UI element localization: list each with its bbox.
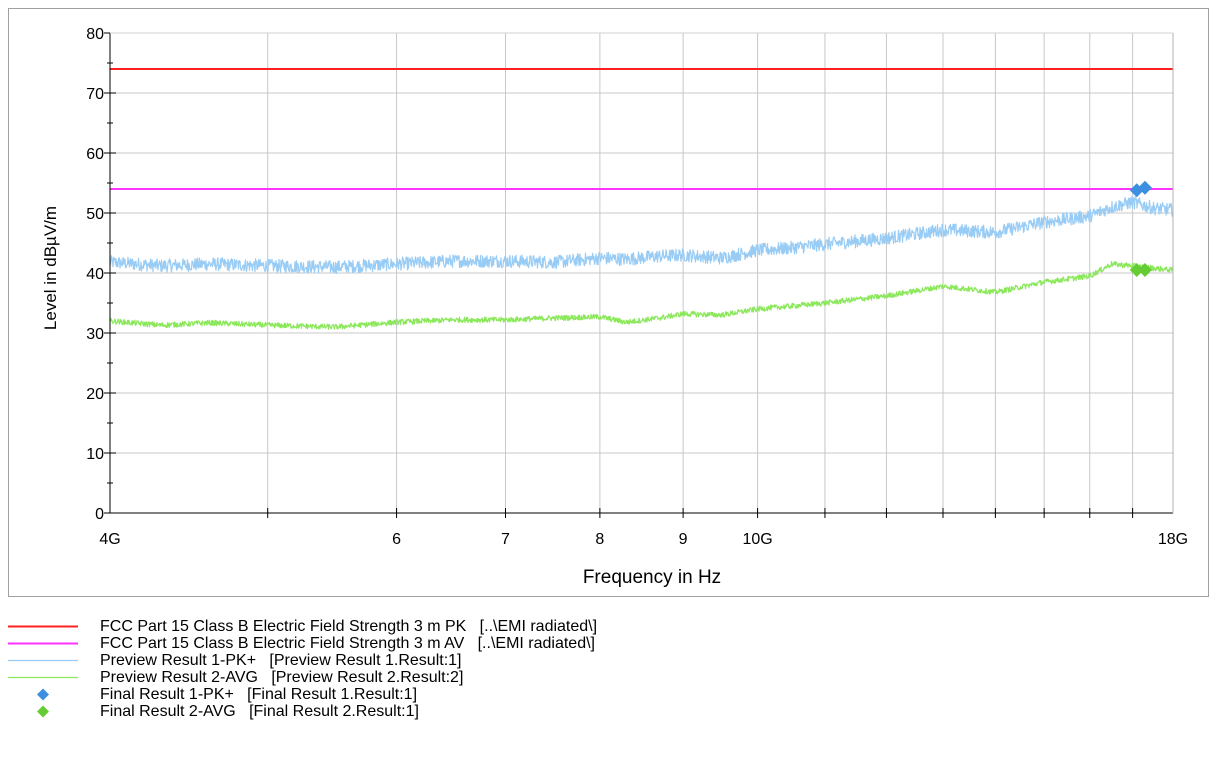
y-tick-label: 70 xyxy=(86,86,104,103)
legend-label: Final Result 2-AVG [Final Result 2.Resul… xyxy=(100,703,419,720)
x-tick-label: 18G xyxy=(1158,531,1188,548)
y-tick-label: 10 xyxy=(86,446,104,463)
legend-item: FCC Part 15 Class B Electric Field Stren… xyxy=(0,635,900,652)
legend-item: Preview Result 1-PK+ [Preview Result 1.R… xyxy=(0,652,900,669)
legend-item: Final Result 1-PK+ [Final Result 1.Resul… xyxy=(0,686,900,703)
result-marker xyxy=(1129,263,1144,277)
legend-item: Final Result 2-AVG [Final Result 2.Resul… xyxy=(0,703,900,720)
legend-label: Preview Result 1-PK+ [Preview Result 1.R… xyxy=(100,652,462,669)
x-tick-label: 8 xyxy=(595,531,604,548)
line-swatch-icon xyxy=(8,618,78,635)
axes: 0 10 20 30 40 50 60 70 80 4G 6 7 8 9 10G 18G xyxy=(86,26,1188,548)
x-axis-label: Frequency in Hz xyxy=(583,567,721,588)
trace-line xyxy=(109,261,1174,330)
x-tick-label: 4G xyxy=(99,531,120,548)
diamond-marker-icon xyxy=(8,686,78,703)
line-swatch-icon xyxy=(8,652,78,669)
y-tick-label: 50 xyxy=(86,206,104,223)
result-marker xyxy=(1137,180,1152,195)
legend-label: Preview Result 2-AVG [Preview Result 2.R… xyxy=(100,669,464,686)
y-tick-label: 20 xyxy=(86,386,104,403)
x-tick-label: 7 xyxy=(501,531,510,548)
line-swatch-icon xyxy=(8,635,78,652)
grid xyxy=(110,33,1173,513)
line-swatch-icon xyxy=(8,669,78,686)
legend-label: FCC Part 15 Class B Electric Field Stren… xyxy=(100,635,595,652)
y-tick-label: 0 xyxy=(95,506,104,523)
trace-line xyxy=(109,195,1174,274)
legend-item: FCC Part 15 Class B Electric Field Stren… xyxy=(0,618,900,635)
result-marker xyxy=(1137,263,1152,277)
y-tick-label: 30 xyxy=(86,326,104,343)
x-tick-label: 6 xyxy=(392,531,401,548)
y-tick-label: 40 xyxy=(86,266,104,283)
legend-label: Final Result 1-PK+ [Final Result 1.Resul… xyxy=(100,686,418,703)
x-tick-label: 9 xyxy=(679,531,688,548)
series-layer xyxy=(109,68,1174,330)
legend-label: FCC Part 15 Class B Electric Field Stren… xyxy=(100,618,598,635)
y-tick-label: 60 xyxy=(86,146,104,163)
x-tick-label: 10G xyxy=(742,531,772,548)
diamond-marker-icon xyxy=(8,703,78,720)
emi-chart: 0 10 20 30 40 50 60 70 80 4G 6 7 8 9 10G 18G Frequency … xyxy=(41,26,1188,588)
y-axis-label: Level in dBµV/m xyxy=(41,206,60,330)
legend-item: Preview Result 2-AVG [Preview Result 2.R… xyxy=(0,669,900,686)
y-tick-label: 80 xyxy=(86,26,104,43)
